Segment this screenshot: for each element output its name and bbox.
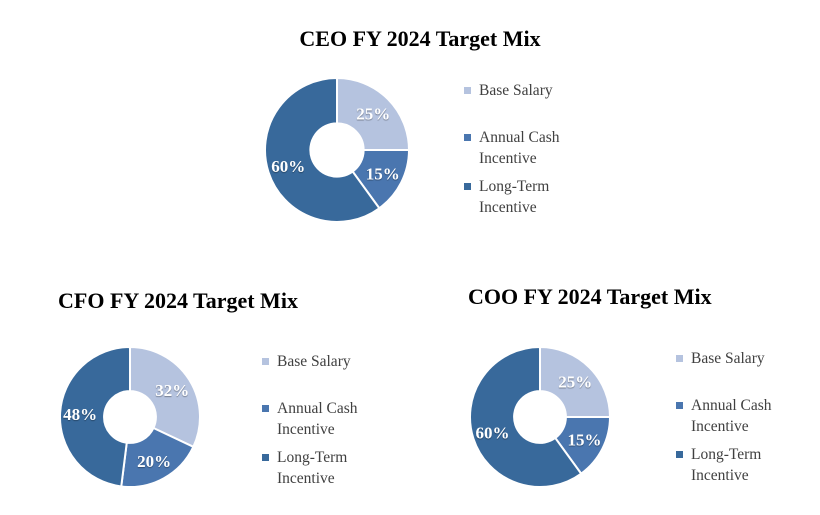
legend-swatch-icon (676, 402, 683, 409)
slice-data-label: 60% (476, 423, 510, 442)
chart-legend-ceo: Base Salary Annual Cash Incentive Long-T… (464, 80, 639, 225)
legend-swatch-icon (464, 87, 471, 94)
slice-data-label: 48% (63, 405, 97, 424)
legend-label: Annual Cash Incentive (479, 129, 560, 167)
donut-slice-long-term-incentive (469, 345, 583, 488)
legend-label: Long-Term Incentive (277, 449, 348, 487)
legend-label: Annual Cash Incentive (277, 400, 358, 438)
chart-title-coo: COO FY 2024 Target Mix (468, 284, 712, 309)
legend-swatch-icon (262, 358, 269, 365)
legend-item-long-term-incentive: Long-Term Incentive (262, 447, 432, 489)
slice-data-label: 25% (558, 373, 592, 392)
legend-label: Annual Cash Incentive (691, 397, 772, 435)
donut-chart-cfo: 32% 20% 48% (58, 345, 201, 488)
donut-slice-long-term-incentive (58, 345, 131, 488)
slice-data-label: 25% (356, 105, 390, 124)
legend-label: Base Salary (277, 353, 351, 370)
legend-item-annual-cash-incentive: Annual Cash Incentive (464, 127, 639, 169)
donut-slice-annual-cash-incentive (120, 426, 195, 488)
slice-data-label: 60% (271, 157, 305, 176)
legend-item-long-term-incentive: Long-Term Incentive (676, 444, 820, 486)
legend-swatch-icon (262, 405, 269, 412)
legend-label: Base Salary (691, 350, 765, 367)
legend-item-long-term-incentive: Long-Term Incentive (464, 176, 639, 218)
legend-item-base-salary: Base Salary (464, 80, 639, 101)
legend-swatch-icon (676, 451, 683, 458)
legend-item-base-salary: Base Salary (262, 351, 432, 372)
donut-slice-base-salary (539, 345, 612, 418)
donut-chart-coo: 25% 15% 60% (469, 345, 612, 488)
legend-item-annual-cash-incentive: Annual Cash Incentive (262, 398, 432, 440)
slice-data-label: 15% (366, 164, 400, 183)
chart-legend-cfo: Base Salary Annual Cash Incentive Long-T… (262, 351, 432, 496)
donut-slice-long-term-incentive (264, 76, 381, 223)
chart-title-ceo: CEO FY 2024 Target Mix (299, 26, 541, 51)
chart-title-cfo: CFO FY 2024 Target Mix (58, 288, 298, 313)
slice-data-label: 15% (568, 431, 602, 450)
donut-slice-base-salary (336, 76, 411, 151)
slice-data-label: 32% (155, 381, 189, 400)
legend-label: Base Salary (479, 82, 553, 99)
legend-swatch-icon (676, 355, 683, 362)
slice-data-label: 20% (137, 452, 171, 471)
donut-slice-base-salary (129, 345, 201, 449)
chart-legend-coo: Base Salary Annual Cash Incentive Long-T… (676, 348, 820, 493)
legend-item-annual-cash-incentive: Annual Cash Incentive (676, 395, 820, 437)
legend-item-base-salary: Base Salary (676, 348, 820, 369)
legend-label: Long-Term Incentive (691, 446, 762, 484)
legend-swatch-icon (464, 183, 471, 190)
legend-label: Long-Term Incentive (479, 178, 550, 216)
donut-chart-ceo: 25% 15% 60% (264, 76, 411, 223)
legend-swatch-icon (464, 134, 471, 141)
legend-swatch-icon (262, 454, 269, 461)
